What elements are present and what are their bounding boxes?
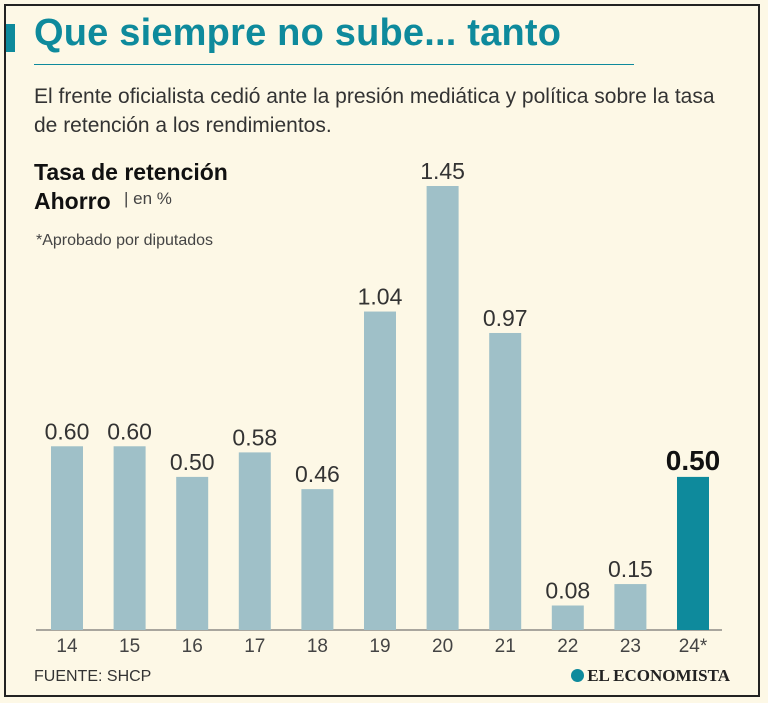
bar-23: [614, 584, 647, 630]
value-label-20: 1.45: [420, 158, 465, 184]
value-label-19: 1.04: [358, 284, 403, 310]
value-label-17: 0.58: [232, 424, 277, 450]
bar-19: [364, 311, 396, 630]
metric-heading: Tasa de retención Ahorro: [34, 158, 228, 216]
bar-18: [301, 489, 334, 630]
bar-16: [176, 476, 209, 630]
x-tick-22: 22: [557, 636, 578, 657]
brand-name: EL ECONOMISTA: [587, 666, 730, 685]
value-label-18: 0.46: [295, 461, 340, 487]
bar-17: [238, 452, 271, 630]
value-label-16: 0.50: [170, 449, 215, 475]
chart-subtitle: El frente oficialista cedió ante la pres…: [34, 85, 715, 137]
bar-20: [426, 186, 459, 630]
chart-title: Que siempre no sube... tanto: [34, 12, 562, 54]
x-tick-21: 21: [495, 636, 516, 657]
x-tick-17: 17: [244, 636, 265, 657]
value-label-15: 0.60: [107, 418, 152, 444]
title-accent-bar: [6, 24, 15, 52]
value-label-23: 0.15: [608, 556, 653, 582]
value-label-22: 0.08: [545, 578, 590, 604]
x-tick-20: 20: [432, 636, 453, 657]
x-tick-24*: 24*: [679, 636, 708, 657]
value-label-21: 0.97: [483, 305, 528, 331]
bar-21: [489, 332, 522, 630]
x-tick-23: 23: [620, 636, 641, 657]
brand-logo: EL ECONOMISTA: [571, 666, 730, 686]
x-tick-19: 19: [369, 636, 390, 657]
metric-subname: Ahorro: [34, 188, 111, 214]
bar-15: [113, 446, 146, 630]
source-credit: FUENTE: SHCP: [34, 668, 152, 685]
title-divider: [34, 64, 634, 65]
brand-mark-icon: [571, 669, 585, 682]
value-label-14: 0.60: [45, 418, 90, 444]
bar-14: [51, 446, 83, 630]
value-label-24*: 0.50: [666, 445, 721, 476]
bar-22: [551, 605, 584, 630]
footnote: *Aprobado por diputados: [36, 232, 214, 249]
bar-24*: [677, 476, 709, 630]
x-tick-18: 18: [307, 636, 328, 657]
metric-name: Tasa de retención: [34, 159, 228, 185]
x-tick-14: 14: [56, 636, 78, 657]
unit-label: | en %: [124, 189, 172, 208]
x-tick-15: 15: [119, 636, 140, 657]
x-tick-16: 16: [182, 636, 203, 657]
